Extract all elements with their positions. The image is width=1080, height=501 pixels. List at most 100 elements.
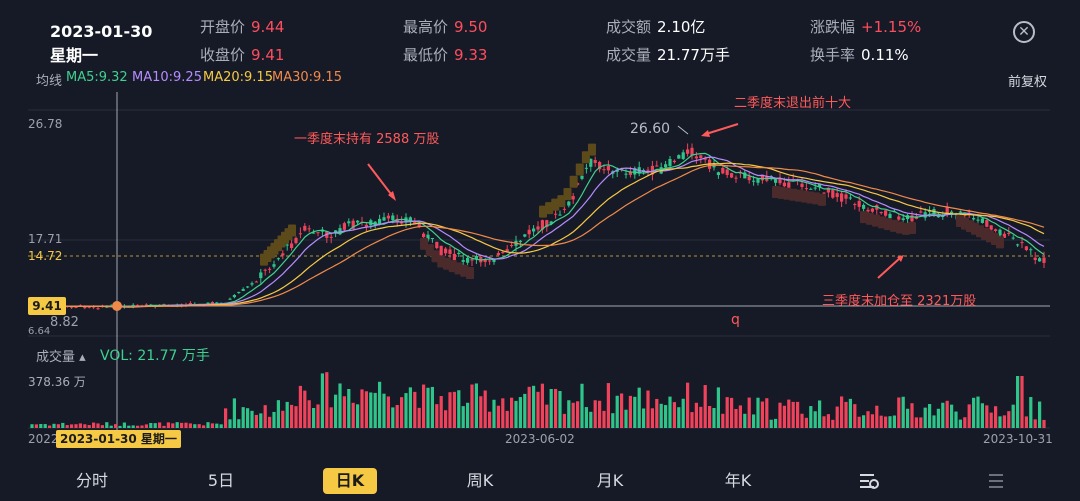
layout-toggle-icon[interactable] (980, 468, 1012, 494)
candle-body (672, 160, 676, 163)
volume-bar (545, 404, 549, 428)
cursor-dot (112, 301, 122, 311)
trade-volume-label: 成交量 (606, 46, 652, 64)
price-axis-low: 8.82 (50, 315, 79, 330)
candle-body (356, 220, 360, 223)
ma5-value: MA5:9.32 (66, 70, 128, 85)
volume-bar (892, 415, 896, 428)
candle-body (884, 210, 888, 216)
candle-body (998, 229, 1002, 236)
volume-bar (866, 411, 870, 428)
tab-yearly-k[interactable]: 年K (724, 471, 752, 490)
kline-chart[interactable] (0, 0, 1080, 462)
candle-body (730, 173, 734, 178)
candle-body (1029, 249, 1033, 251)
volume-bar (870, 414, 874, 428)
volume-bar (87, 425, 91, 428)
volume-bar (144, 424, 148, 428)
volume-bar (250, 410, 254, 428)
annotation-arrowhead-q2 (701, 130, 710, 137)
candle-body (787, 182, 791, 188)
adjust-mode-button[interactable]: 前复权 (1008, 75, 1048, 90)
open-price-label: 开盘价 (200, 18, 246, 36)
volume-bar (149, 422, 153, 428)
candle-body (518, 240, 522, 243)
tab-daily-k[interactable]: 日K (323, 468, 377, 494)
candle-body (188, 303, 192, 305)
volume-bar (237, 419, 241, 428)
volume-bar (536, 391, 540, 428)
trade-amount-label: 成交额 (606, 18, 652, 36)
candle-body (593, 160, 597, 163)
candle-body (972, 218, 976, 220)
candle-body (444, 248, 448, 254)
indicator-settings-icon[interactable] (852, 468, 884, 494)
volume-bar (703, 385, 707, 428)
candle-body (945, 207, 949, 215)
candle-body (496, 252, 500, 256)
candle-body (351, 220, 355, 229)
volume-bar (809, 406, 813, 428)
volume-bar (400, 397, 404, 428)
close-icon[interactable]: ✕ (1013, 21, 1035, 43)
volume-bar (906, 408, 910, 428)
volume-bar (567, 400, 571, 428)
candle-body (848, 197, 852, 199)
candle-body (461, 260, 465, 262)
volume-bar (329, 407, 333, 428)
tab-5day[interactable]: 5日 (207, 471, 235, 490)
volume-bar (910, 403, 914, 428)
volume-bars-layer (30, 372, 1046, 428)
trade-amount: 成交额 2.10亿 (606, 16, 705, 37)
volume-bar (268, 416, 272, 428)
volume-bar (972, 397, 976, 428)
volume-bar (593, 400, 597, 428)
volume-bar (787, 399, 791, 428)
candle-body (298, 233, 302, 235)
tab-weekly-k[interactable]: 周K (466, 471, 494, 490)
candle-body (571, 196, 575, 200)
candle-body (540, 220, 544, 230)
candle-body (206, 302, 210, 304)
volume-bar (276, 400, 280, 428)
volume-bar (193, 424, 197, 428)
volume-bar (34, 424, 38, 428)
candle-body (668, 158, 672, 166)
volume-bar (1016, 376, 1020, 428)
ma10-line (31, 156, 1045, 308)
volume-bar (65, 425, 69, 428)
volume-bar (598, 400, 602, 428)
volume-bar (452, 391, 456, 428)
open-price: 开盘价 9.44 (200, 16, 284, 37)
volume-bar (862, 415, 866, 428)
period-tabs: 分时 5日 日K 周K 月K 年K (0, 462, 1080, 501)
volume-bar (642, 408, 646, 428)
tab-monthly-k[interactable]: 月K (596, 471, 624, 490)
date-axis-end: 2023-10-31 (983, 432, 1053, 446)
price-change-label: 涨跌幅 (810, 18, 856, 36)
volume-bar (989, 412, 993, 428)
volume-bar (752, 414, 756, 428)
volume-bar (624, 409, 628, 428)
price-axis-mid: 17.71 (28, 232, 63, 246)
candle-body (602, 169, 606, 171)
candle-body (435, 241, 439, 249)
sequence-marker (908, 221, 916, 234)
volume-bar (659, 403, 663, 428)
annotation-arrow-q3 (877, 257, 901, 279)
candle-body (862, 204, 866, 209)
candle-body (919, 211, 923, 213)
volume-bar (413, 391, 417, 428)
volume-bar (637, 387, 641, 428)
candle-body (958, 211, 962, 213)
candle-body (835, 193, 839, 198)
volume-bar (650, 408, 654, 428)
volume-indicator-selector[interactable]: 成交量 ▴ (36, 350, 86, 365)
indicator-settings-glyph (860, 474, 879, 489)
volume-bar (686, 382, 690, 428)
price-axis-top: 26.78 (28, 117, 63, 131)
tab-intraday[interactable]: 分时 (75, 471, 108, 490)
volume-bar (743, 413, 747, 428)
volume-bar (210, 423, 214, 428)
volume-bar (158, 422, 162, 428)
